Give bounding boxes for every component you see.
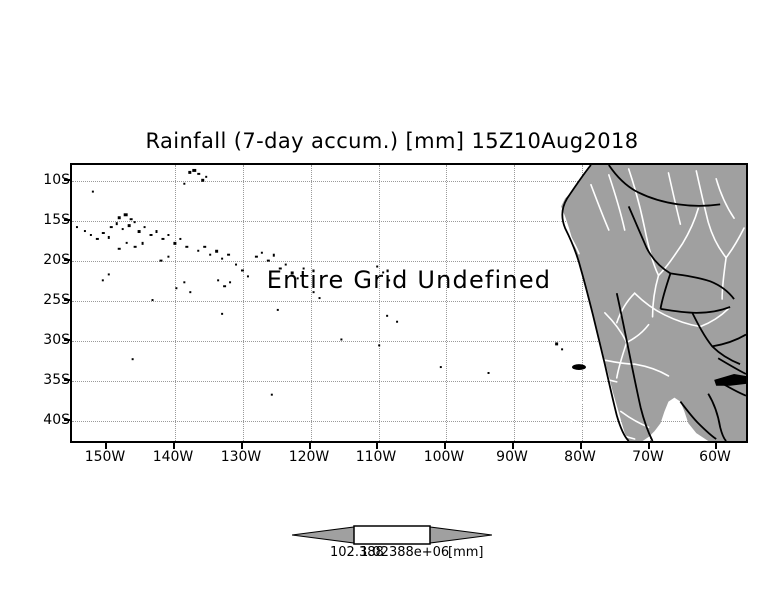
x-tick-80w <box>580 443 582 449</box>
atlantic-coast <box>716 393 746 430</box>
gridline-10s <box>72 181 746 182</box>
colorbar-arrow-left <box>292 526 355 544</box>
gridline-15s <box>72 221 746 222</box>
x-tick-130w <box>241 443 243 449</box>
gridline-90w <box>582 165 583 441</box>
x-axis-label-90w: 90W <box>496 449 528 465</box>
x-axis-label-80w: 80W <box>564 449 596 465</box>
gridline-35s <box>72 381 746 382</box>
gridline-130w <box>311 165 312 441</box>
gridline-40s <box>72 421 746 422</box>
x-axis-label-70w: 70W <box>632 449 664 465</box>
y-axis-label-15s: 15S <box>43 212 70 228</box>
gridline-140w <box>243 165 244 441</box>
colorbar[interactable] <box>292 521 492 549</box>
x-axis-label-60w: 60W <box>699 449 731 465</box>
x-tick-70w <box>648 443 650 449</box>
x-axis-label-130w: 130W <box>220 449 262 465</box>
pacific-islands <box>75 168 564 396</box>
x-tick-140w <box>173 443 175 449</box>
south-america-landmass <box>534 165 746 441</box>
gridline-30s <box>72 341 746 342</box>
y-tick-15s <box>64 219 70 221</box>
x-tick-90w <box>512 443 514 449</box>
y-tick-25s <box>64 299 70 301</box>
gridline-120w <box>379 165 380 441</box>
y-tick-35s <box>64 379 70 381</box>
x-tick-110w <box>376 443 378 449</box>
page-title: Rainfall (7-day accum.) [mm] 15Z10Aug201… <box>145 129 639 153</box>
colorbar-center-band <box>353 525 431 545</box>
y-tick-30s <box>64 339 70 341</box>
x-axis-label-110w: 110W <box>355 449 397 465</box>
gridline-110w <box>446 165 447 441</box>
gridline-20s <box>72 261 746 262</box>
y-axis-label-35s: 35S <box>43 372 70 388</box>
x-tick-150w <box>105 443 107 449</box>
x-tick-120w <box>309 443 311 449</box>
map-plot-area[interactable] <box>70 163 748 443</box>
gridline-150w <box>175 165 176 441</box>
x-axis-label-140w: 140W <box>152 449 194 465</box>
entire-grid-undefined-message: Entire Grid Undefined <box>266 266 552 294</box>
x-axis-label-100w: 100W <box>423 449 465 465</box>
y-tick-10s <box>64 179 70 181</box>
colorbar-arrow-right <box>429 526 492 544</box>
gridline-100w <box>514 165 515 441</box>
x-axis-label-150w: 150W <box>84 449 126 465</box>
y-tick-40s <box>64 419 70 421</box>
x-tick-100w <box>444 443 446 449</box>
colorbar-max-label: 1.02388e+06 <box>360 545 450 560</box>
x-axis-label-120w: 120W <box>288 449 330 465</box>
country-borders <box>561 165 746 441</box>
y-axis-label-30s: 30S <box>43 332 70 348</box>
inland-lake <box>572 364 586 371</box>
y-axis-label-40s: 40S <box>43 412 70 428</box>
colorbar-min-label: 102.388 <box>330 545 384 560</box>
y-axis-label-10s: 10S <box>43 172 70 188</box>
y-tick-20s <box>64 259 70 261</box>
y-axis-label-25s: 25S <box>43 292 70 308</box>
y-axis-label-20s: 20S <box>43 252 70 268</box>
x-tick-60w <box>715 443 717 449</box>
colorbar-units-label: [mm] <box>448 545 484 560</box>
gridline-25s <box>72 301 746 302</box>
